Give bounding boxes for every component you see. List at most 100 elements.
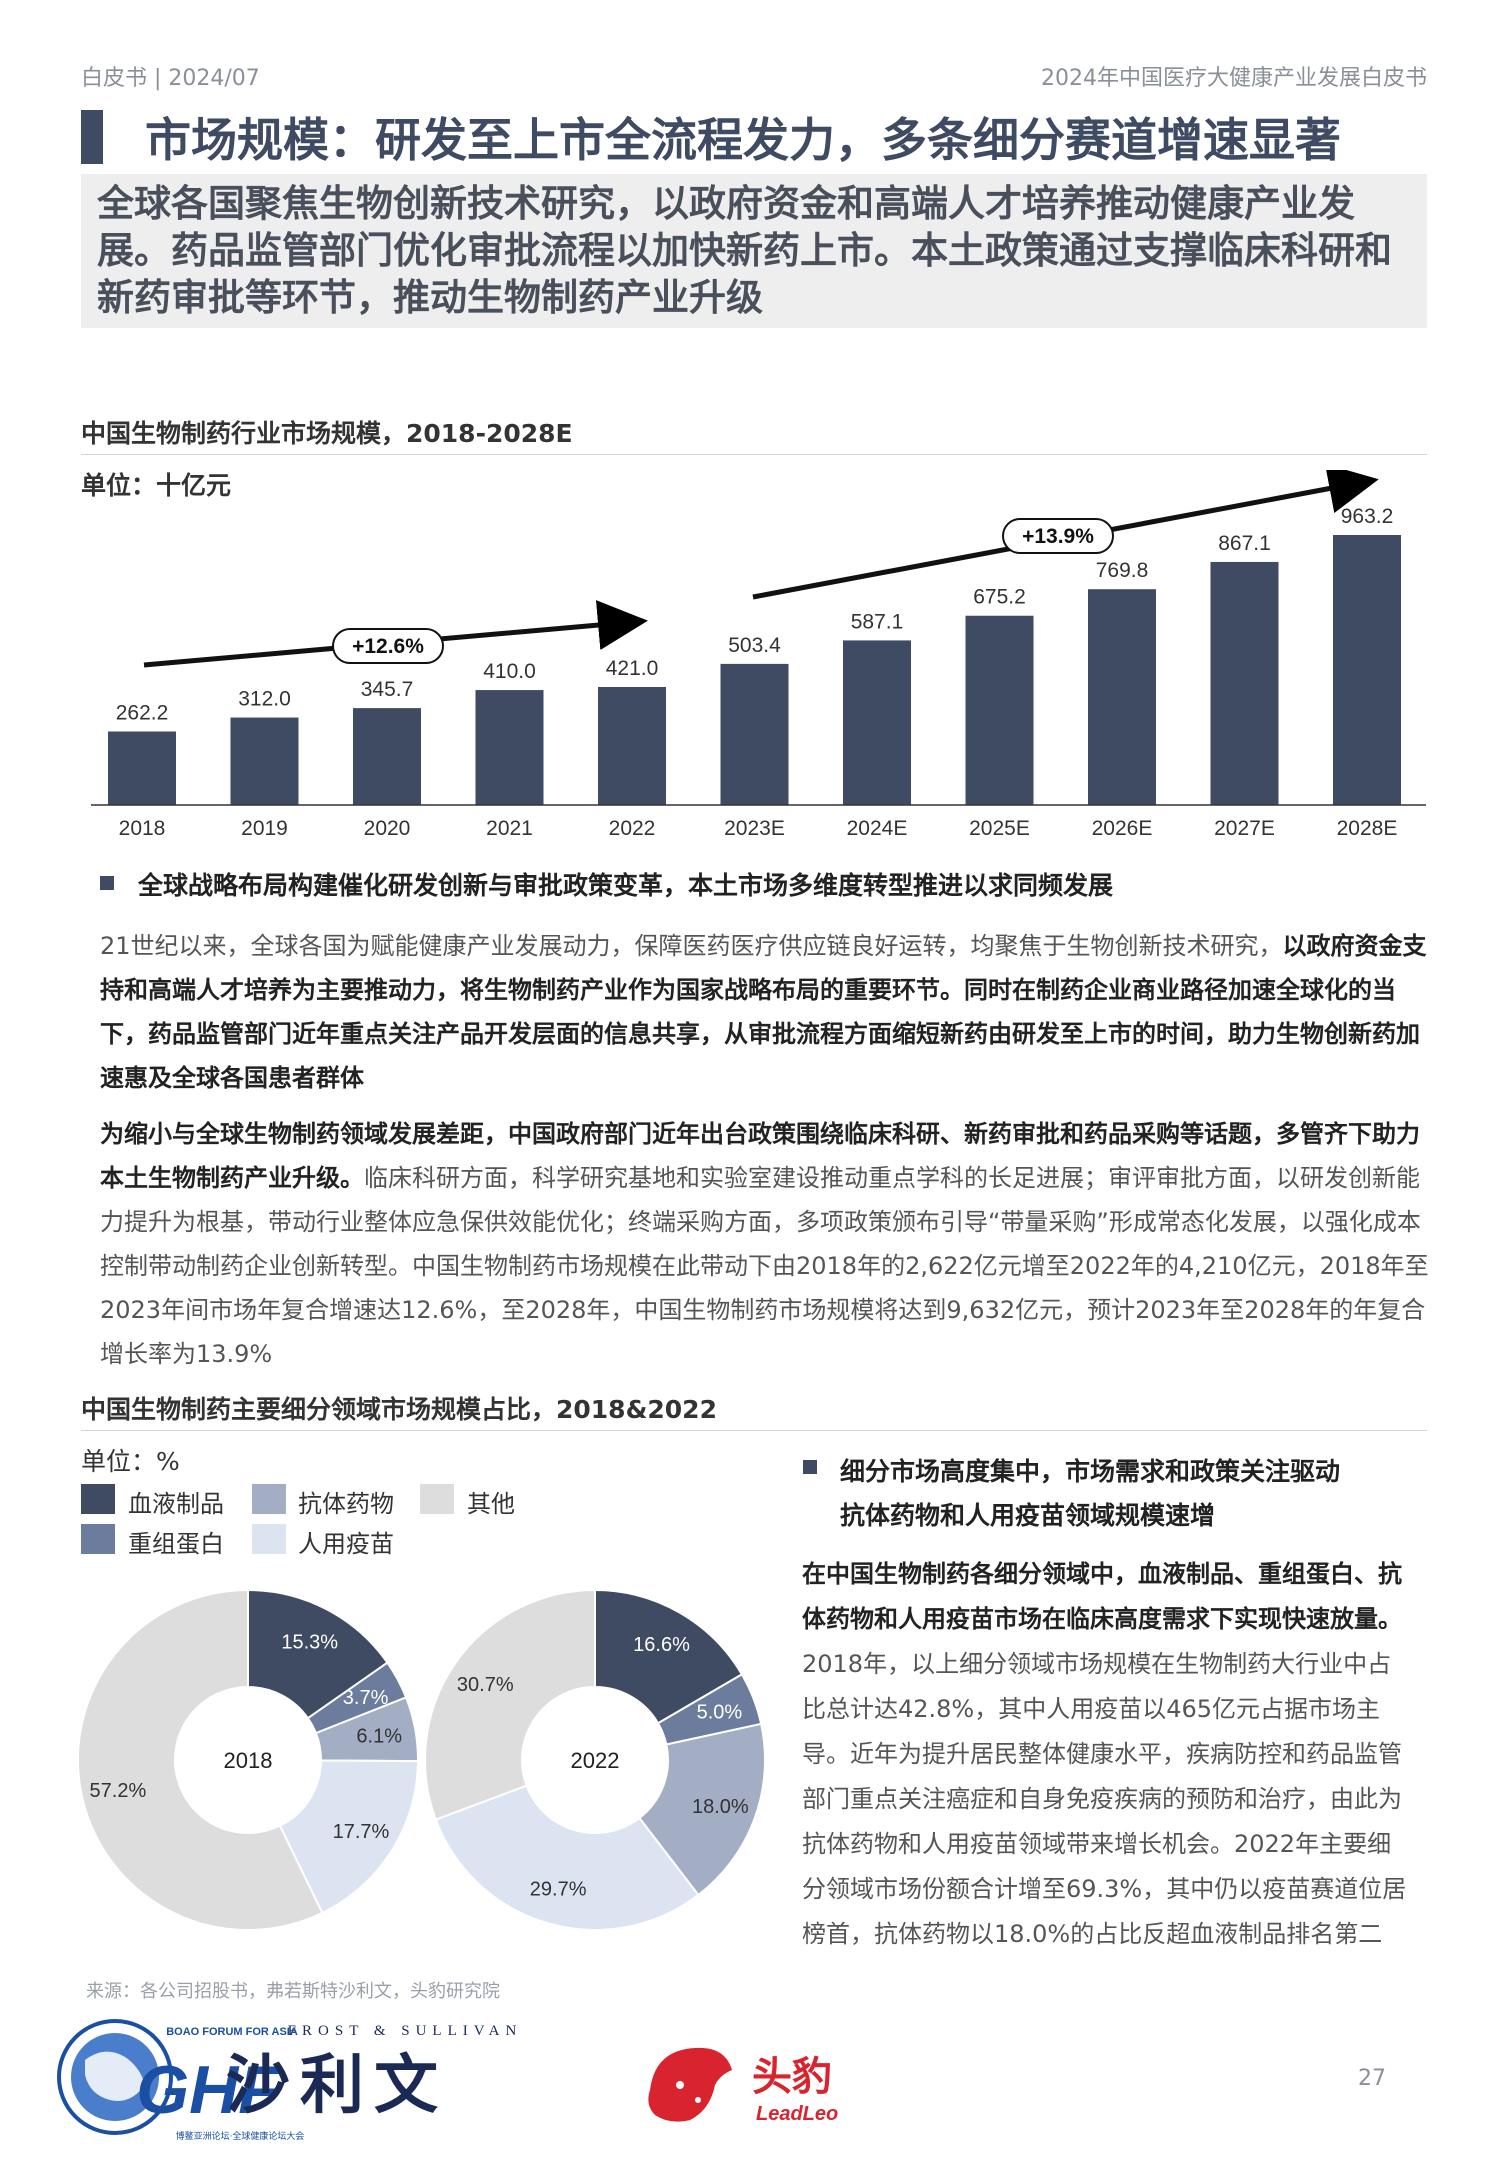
bar-value-label: 503.4: [728, 634, 781, 657]
bullet-2-title: 细分市场高度集中，市场需求和政策关注驱动 抗体药物和人用疫苗领域规模速增: [840, 1450, 1340, 1538]
summary-box: 全球各国聚焦生物创新技术研究，以政府资金和高端人才培养推动健康产业发展。药品监管…: [81, 174, 1427, 328]
donut-chart-rule: [81, 1430, 1427, 1431]
paragraph-2-bold: 为缩小与全球生物制药领域发展差距，中国政府部门近年出台政策围绕临床科研、新药审批…: [100, 1120, 1420, 1192]
bar-2019: [230, 717, 299, 805]
bar-value-label: 345.7: [361, 678, 414, 701]
legend-label-vaccine: 人用疫苗: [298, 1530, 394, 1558]
page-number: 27: [1358, 2066, 1386, 2091]
x-tick-label: 2024E: [847, 817, 908, 840]
donut-2018-slice: [278, 1759, 420, 1915]
bar-chart-rule: [81, 454, 1427, 455]
leadleo-main-text: 头豹: [752, 2054, 832, 2100]
bar-chart-title: 中国生物制药行业市场规模，2018-2028E: [81, 419, 573, 448]
frost-sullivan-logo: FROST & SULLIVAN 沙利文: [226, 2023, 516, 2123]
x-tick-label: 2025E: [969, 817, 1030, 840]
leadleo-sub-text: LeadLeo: [756, 2103, 838, 2125]
paragraph-3-plain: 2018年，以上细分领域市场规模在生物制药大行业中占比总计达42.8%，其中人用…: [802, 1650, 1407, 1948]
bar-value-label: 312.0: [238, 688, 291, 711]
donut-slice-label: 18.0%: [692, 1796, 749, 1818]
donut-chart-title: 中国生物制药主要细分领域市场规模占比，2018&2022: [81, 1395, 717, 1424]
x-tick-label: 2019: [241, 817, 288, 840]
cagr-badge-1: [332, 628, 444, 664]
bar-value-label: 769.8: [1096, 559, 1149, 582]
ghf-logo-text: GHF: [136, 2052, 281, 2128]
bar-2022: [598, 686, 666, 805]
bar-2025E: [965, 615, 1034, 805]
paragraph-1-bold: 以政府资金支持和高端人才培养为主要推动力，将生物制药产业作为国家战略布局的重要环…: [100, 932, 1427, 1092]
title-accent-bar: [81, 110, 103, 164]
bar-value-label: 410.0: [483, 660, 536, 683]
bar-value-label: 421.0: [606, 657, 659, 680]
bars-group: 262.2 2018 312.0 2019 345.7 2020 410.0 2021 421.…: [108, 505, 1401, 840]
donut-slice-label: 57.2%: [90, 1780, 147, 1802]
ghf-logo-top-text: BOAO FORUM FOR ASIA: [166, 2026, 298, 2038]
bar-2026E: [1088, 589, 1156, 805]
cagr-badge-2: [1002, 518, 1114, 554]
leopard-head-icon: [648, 2047, 732, 2122]
paragraph-2-plain: 临床科研方面，科学研究基地和实验室建设推动重点学科的长足进展；审评审批方面，以研…: [100, 1164, 1429, 1368]
donut-slice-label: 30.7%: [457, 1674, 514, 1696]
donut-2022-slice: [594, 1588, 744, 1725]
donut-2022-slice: [424, 1588, 596, 1821]
bar-2027E: [1210, 561, 1279, 805]
bar-chart-unit: 单位：十亿元: [81, 471, 232, 500]
header-right: 2024年中国医疗大健康产业发展白皮书: [1041, 66, 1427, 91]
donut-slice-label: 6.1%: [356, 1725, 402, 1747]
donut-2022-slice: [637, 1722, 766, 1897]
frost-sullivan-main-text: 沙利文: [226, 2049, 448, 2123]
donut-slice-label: 3.7%: [343, 1687, 389, 1709]
donut-2022-slice: [434, 1784, 700, 1931]
bar-2023E: [720, 663, 789, 805]
bullet-1-title: 全球战略布局构建催化研发创新与审批政策变革，本土市场多维度转型推进以求同频发展: [138, 871, 1114, 900]
donut-center-label: 2018: [224, 1748, 273, 1773]
legend-swatch-vaccine: [252, 1524, 286, 1554]
bullet-marker-1: [100, 876, 114, 890]
donut-slice-label: 15.3%: [281, 1632, 338, 1654]
donut-slice-label: 29.7%: [530, 1878, 587, 1900]
x-tick-label: 2022: [609, 817, 656, 840]
bar-2024E: [843, 640, 911, 805]
ghf-logo-sub-text: 博鳌亚洲论坛·全球健康论坛大会: [176, 2130, 305, 2142]
x-tick-label: 2021: [486, 817, 533, 840]
donut-slice-label: 5.0%: [697, 1702, 743, 1724]
legend-label-antibody: 抗体药物: [298, 1490, 394, 1518]
bar-value-label: 587.1: [851, 610, 904, 633]
bullet-2-title-line-2: 抗体药物和人用疫苗领域规模速增: [840, 1501, 1216, 1530]
x-tick-label: 2028E: [1337, 817, 1398, 840]
bullet-2-title-line-1: 细分市场高度集中，市场需求和政策关注驱动: [840, 1457, 1341, 1486]
leadleo-logo: 头豹 LeadLeo: [648, 2047, 838, 2125]
paragraph-3-bold: 在中国生物制药各细分领域中，血液制品、重组蛋白、抗体药物和人用疫苗市场在临床高度…: [802, 1560, 1402, 1633]
bar-2018: [108, 731, 176, 805]
legend-label-recombinant: 重组蛋白: [128, 1530, 224, 1558]
paragraph-2: 为缩小与全球生物制药领域发展差距，中国政府部门近年出台政策围绕临床科研、新药审批…: [100, 1112, 1430, 1376]
x-tick-label: 2026E: [1092, 817, 1153, 840]
bullet-marker-2: [803, 1460, 817, 1474]
x-tick-label: 2020: [364, 817, 411, 840]
source-note: 来源：各公司招股书，弗若斯特沙利文，头豹研究院: [86, 1981, 500, 2002]
header-left: 白皮书 | 2024/07: [81, 66, 260, 91]
legend-label-blood: 血液制品: [128, 1490, 224, 1518]
donut-center-label: 2022: [571, 1748, 620, 1773]
footer-logos: GHF BOAO FORUM FOR ASIA 博鳌亚洲论坛·全球健康论坛大会 …: [57, 2019, 516, 2142]
x-tick-label: 2023E: [724, 817, 785, 840]
donut-chart-unit: 单位：%: [81, 1447, 180, 1476]
bar-chart: 262.2 2018 312.0 2019 345.7 2020 410.0 2021 421.…: [91, 470, 1426, 840]
bar-value-label: 867.1: [1218, 532, 1271, 555]
paragraph-3: 在中国生物制药各细分领域中，血液制品、重组蛋白、抗体药物和人用疫苗市场在临床高度…: [802, 1552, 1412, 1957]
bar-2020: [353, 708, 421, 805]
x-tick-label: 2018: [119, 817, 166, 840]
bar-value-label: 262.2: [116, 702, 169, 725]
legend-swatch-recombinant: [81, 1524, 115, 1554]
legend-label-other: 其他: [467, 1490, 515, 1518]
donut-charts: 15.3% 3.7% 6.1% 17.7% 57.2% 2018 16.6% 5.0% 18.0…: [77, 1588, 766, 1931]
donut-slice-label: 16.6%: [633, 1634, 690, 1656]
donut-slice-label: 17.7%: [333, 1821, 390, 1843]
bar-2028E: [1333, 535, 1401, 805]
cagr-label-2: +13.9%: [1022, 525, 1094, 548]
legend-swatch-blood: [81, 1484, 115, 1514]
paragraph-1: 21世纪以来，全球各国为赋能健康产业发展动力，保障医药医疗供应链良好运转，均聚焦…: [100, 924, 1430, 1100]
legend-swatch-other: [420, 1484, 454, 1514]
donut-2018-slice: [77, 1588, 324, 1931]
bar-2021: [475, 690, 544, 805]
x-tick-label: 2027E: [1214, 817, 1275, 840]
